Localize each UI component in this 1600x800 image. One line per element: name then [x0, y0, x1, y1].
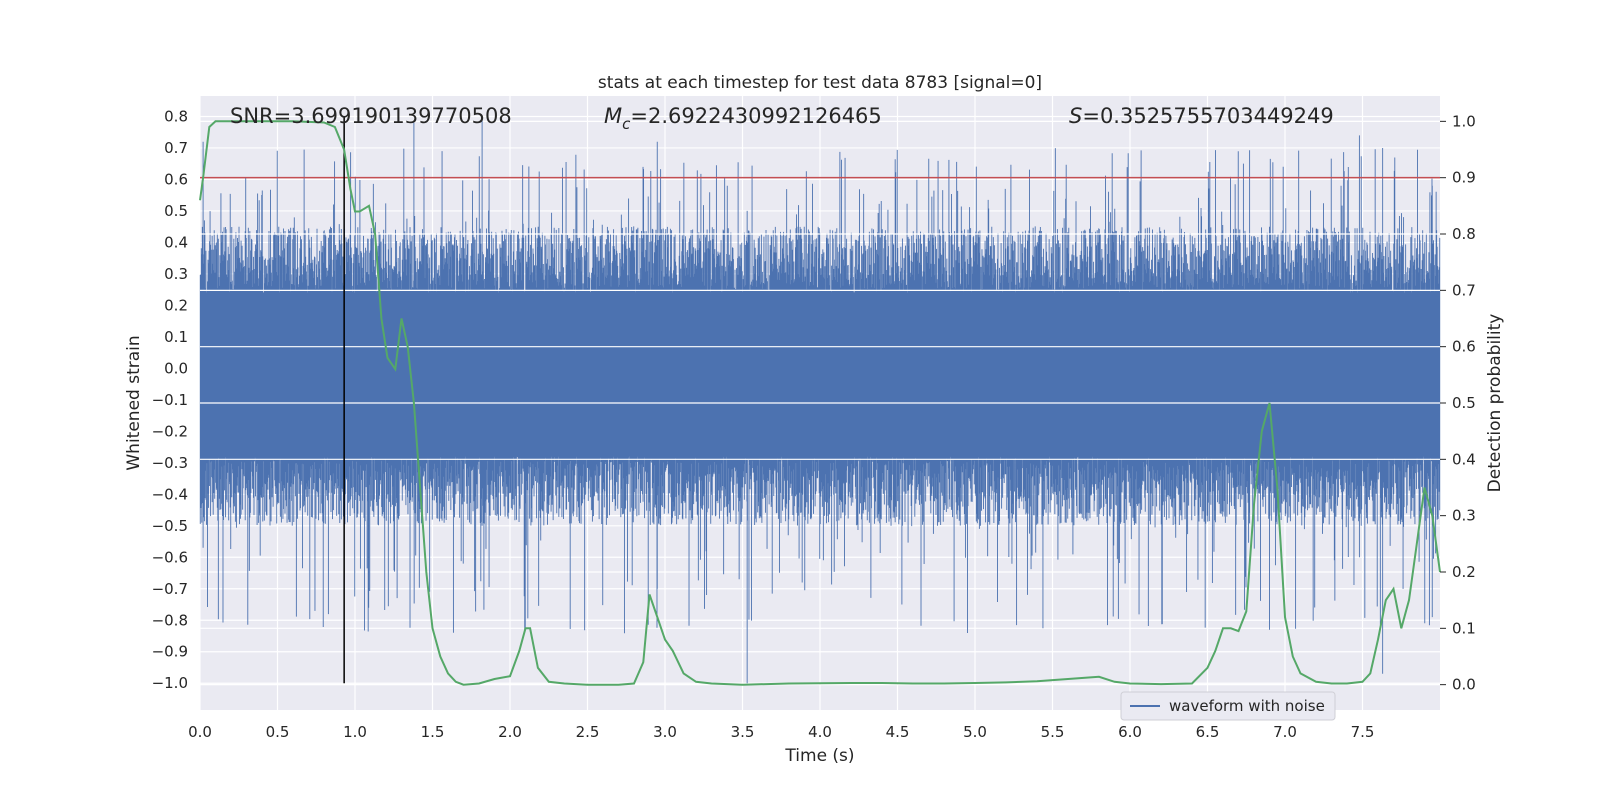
x-tick-label: 5.0	[963, 723, 987, 741]
y-tick-label-right: 0.8	[1452, 225, 1476, 243]
y-tick-label-left: −0.3	[152, 454, 188, 472]
y-tick-label-left: 0.7	[164, 139, 188, 157]
x-tick-label: 6.5	[1196, 723, 1220, 741]
y-tick-label-right: 0.5	[1452, 394, 1476, 412]
y-tick-label-left: −0.7	[152, 580, 188, 598]
x-tick-label: 3.0	[653, 723, 677, 741]
legend-label-waveform: waveform with noise	[1169, 697, 1325, 715]
x-tick-label: 0.0	[188, 723, 212, 741]
y-tick-label-left: 0.5	[164, 202, 188, 220]
x-tick-label: 5.5	[1041, 723, 1065, 741]
overlay-lines	[199, 116, 1441, 686]
y-tick-label-left: 0.1	[164, 328, 188, 346]
x-tick-label: 0.5	[266, 723, 290, 741]
y-axis-label-right: Detection probability	[1485, 314, 1505, 493]
y-axis-label-left: Whitened strain	[124, 335, 144, 470]
y-tick-label-left: −0.1	[152, 391, 188, 409]
y-tick-label-left: −0.4	[152, 485, 188, 503]
score-symbol: S	[1069, 104, 1082, 128]
y-tick-label-left: 0.8	[164, 107, 188, 125]
y-tick-label-right: 0.9	[1452, 169, 1476, 187]
x-tick-label: 4.0	[808, 723, 832, 741]
score-annotation: S=0.3525755703449249	[1069, 104, 1334, 128]
x-tick-label: 4.5	[886, 723, 910, 741]
y-tick-label-left: 0.3	[164, 265, 188, 283]
y-tick-label-right: 0.2	[1452, 563, 1476, 581]
y-tick-label-left: −1.0	[152, 674, 188, 692]
y-tick-label-right: 0.4	[1452, 450, 1476, 468]
y-tick-label-right: 0.6	[1452, 338, 1476, 356]
y-tick-label-right: 1.0	[1452, 112, 1476, 130]
y-tick-label-left: −0.8	[152, 611, 188, 629]
axis-ticks: 0.0 0.5 1.0 1.5 2.0 2.5 3.0 3.5 4.0 4.5 5.0 5.5 6.0 6…	[152, 107, 1476, 741]
snr-annotation: SNR=3.699190139770508	[230, 104, 512, 128]
y-tick-label-left: 0.4	[164, 233, 188, 251]
chirp-mass-subscript: c	[622, 115, 631, 133]
legend: waveform with noise	[1120, 691, 1336, 721]
x-tick-label: 1.0	[343, 723, 367, 741]
chirp-mass-annotation: Mc=2.6922430992126465	[604, 104, 882, 133]
detection-probability-line	[199, 120, 1441, 686]
y-tick-label-right: 0.7	[1452, 281, 1476, 299]
x-tick-label: 7.0	[1273, 723, 1297, 741]
waveform-trace	[199, 116, 1441, 684]
x-axis-label: Time (s)	[784, 746, 854, 766]
y-tick-label-left: −0.5	[152, 517, 188, 535]
y-tick-label-right: 0.3	[1452, 507, 1476, 525]
legend-box	[1120, 691, 1336, 721]
x-tick-label: 3.5	[731, 723, 755, 741]
x-tick-label: 2.0	[498, 723, 522, 741]
x-tick-label: 1.5	[421, 723, 445, 741]
y-tick-label-right: 0.0	[1452, 676, 1476, 694]
chart-title: stats at each timestep for test data 878…	[598, 73, 1042, 93]
y-tick-label-right: 0.1	[1452, 619, 1476, 637]
x-tick-label: 7.5	[1351, 723, 1375, 741]
y-tick-label-left: −0.2	[152, 422, 188, 440]
waveform-series	[199, 116, 1441, 684]
score-value: =0.3525755703449249	[1082, 104, 1333, 128]
y-tick-label-left: 0.6	[164, 170, 188, 188]
y-tick-label-left: 0.0	[164, 359, 188, 377]
y-tick-label-left: −0.9	[152, 643, 188, 661]
x-tick-label: 2.5	[576, 723, 600, 741]
chirp-mass-value: =2.6922430992126465	[630, 104, 881, 128]
x-tick-label: 6.0	[1118, 723, 1142, 741]
y-tick-label-left: −0.6	[152, 548, 188, 566]
chirp-mass-symbol: M	[604, 104, 622, 128]
y-tick-label-left: 0.2	[164, 296, 188, 314]
